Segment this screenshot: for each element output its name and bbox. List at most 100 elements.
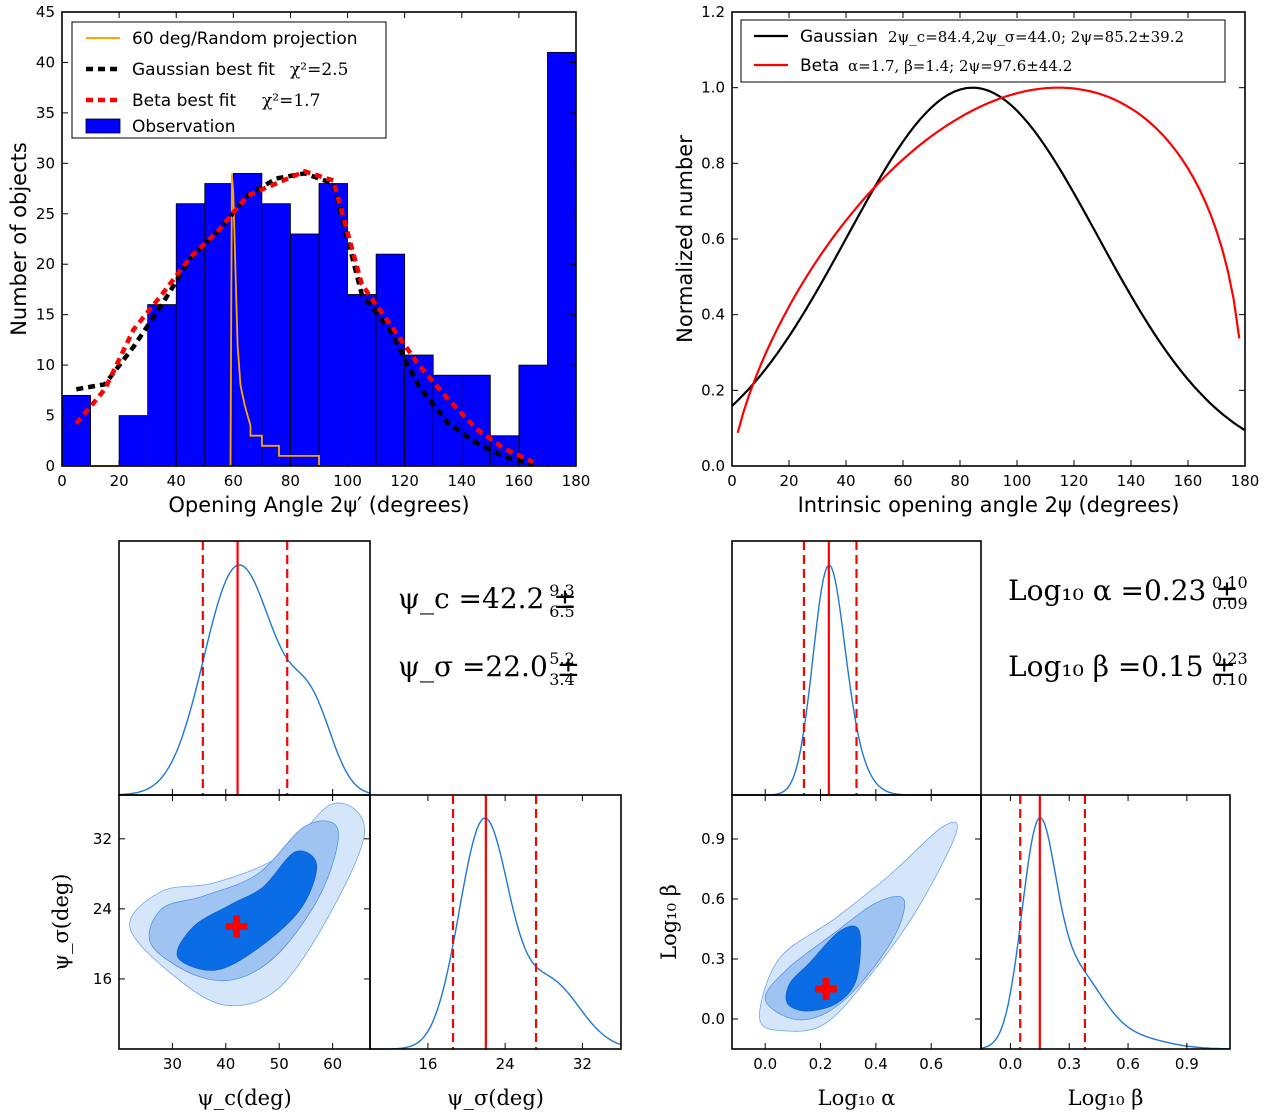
histogram-bar <box>147 304 177 467</box>
log-beta-marginal-frame <box>980 794 1231 1050</box>
beta-2d-y-tick-label: 0.0 <box>701 1010 725 1028</box>
beta-2d-x-tick-label: 0.6 <box>919 1055 943 1073</box>
histogram-y-tick-label: 25 <box>36 205 55 223</box>
psi-sigma-marginal <box>370 817 622 1050</box>
histogram-x-tick-label: 140 <box>447 472 476 490</box>
histogram-x-tick-label: 0 <box>57 472 67 490</box>
intrinsic-x-tick-label: 40 <box>836 472 855 490</box>
log-alpha-result-lower: 0.09 <box>1212 594 1248 613</box>
histogram-bar <box>118 415 149 467</box>
psi-sigma-x-tick-label: 32 <box>573 1055 592 1073</box>
intrinsic-y-tick-label: 0.0 <box>701 457 725 475</box>
intrinsic-x-tick-label: 60 <box>893 472 912 490</box>
histogram-legend <box>71 21 387 139</box>
legend-math: 2ψ_c=84.4,2ψ_σ=44.0; 2ψ=85.2±39.2 <box>888 28 1184 46</box>
gauss-2d-xlabel: ψ_c(deg) <box>197 1086 291 1110</box>
legend-chi2: χ²=2.5 <box>290 60 348 80</box>
histogram-y-tick-label: 5 <box>45 407 55 425</box>
intrinsic-xlabel: Intrinsic opening angle 2ψ (degrees) <box>798 493 1180 517</box>
histogram-bar <box>204 183 234 467</box>
histogram-x-tick-label: 180 <box>562 472 591 490</box>
gauss-2d-x-tick-label: 60 <box>323 1055 342 1073</box>
histogram-x-tick-label: 40 <box>167 472 186 490</box>
beta-2d-x-tick-label: 0.2 <box>809 1055 833 1073</box>
legend-label: Observation <box>132 117 236 137</box>
intrinsic-y-tick-label: 1.0 <box>701 79 725 97</box>
legend-label: Gaussian best fit <box>132 60 275 80</box>
histogram-frame <box>61 11 577 467</box>
intrinsic-x-tick-label: 100 <box>1003 472 1032 490</box>
beta-2d-ylabel: Log₁₀ β <box>657 884 681 960</box>
intrinsic-x-tick-label: 20 <box>779 472 798 490</box>
psi-c-result: ψ_c =42.2 ± <box>398 582 577 615</box>
contour-inner <box>785 925 861 1012</box>
intrinsic-x-tick-label: 180 <box>1231 472 1260 490</box>
gauss-2d-x-tick-label: 30 <box>163 1055 182 1073</box>
histogram-y-tick-label: 40 <box>36 53 55 71</box>
beta-fit-line <box>74 169 535 465</box>
histogram-bar <box>61 394 91 467</box>
intrinsic-x-tick-label: 160 <box>1174 472 1203 490</box>
beta-2d-x-tick-label: 0.0 <box>753 1055 777 1073</box>
legend-label: Beta <box>800 56 839 76</box>
log-beta-x-tick-label: 0.3 <box>1057 1055 1081 1073</box>
psi-sigma-marginal-frame <box>369 794 622 1050</box>
log-beta-result-lower: 0.10 <box>1212 670 1248 689</box>
histogram-bar <box>290 233 320 467</box>
histogram-y-tick-label: 45 <box>36 3 55 21</box>
gaussian-curve <box>731 86 1246 432</box>
contour-inner <box>176 850 318 971</box>
histogram-bar <box>404 354 434 467</box>
histogram-y-tick-label: 35 <box>36 104 55 122</box>
log-alpha-result-upper: 0.10 <box>1212 573 1248 592</box>
intrinsic-y-tick-label: 0.8 <box>701 154 725 172</box>
intrinsic-x-tick-label: 80 <box>950 472 969 490</box>
psi-c-result-upper: 9.3 <box>549 581 574 600</box>
log-beta-result: Log₁₀ β =0.15 ± <box>1008 650 1236 683</box>
histogram-x-tick-label: 160 <box>505 472 534 490</box>
beta-2d-xlabel: Log₁₀ α <box>818 1086 896 1110</box>
gauss-2d-ylabel: ψ_σ(deg) <box>49 873 73 970</box>
beta-2d-x-tick-label: 0.4 <box>864 1055 888 1073</box>
histogram-bar <box>518 364 548 467</box>
intrinsic-y-tick-label: 0.2 <box>701 381 725 399</box>
psi-sigma-result-upper: 5.2 <box>549 649 574 668</box>
log-beta-marginal <box>980 817 1230 1050</box>
intrinsic-y-tick-label: 0.6 <box>701 230 725 248</box>
intrinsic-x-tick-label: 120 <box>1060 472 1089 490</box>
histogram-x-tick-label: 120 <box>390 472 419 490</box>
histogram-y-tick-label: 10 <box>36 356 55 374</box>
psi-sigma-result-lower: 3.4 <box>549 670 574 689</box>
random-projection-line <box>62 173 576 467</box>
beta-curve <box>736 86 1241 434</box>
beta-2d-y-tick-label: 0.9 <box>701 830 725 848</box>
psi-c-marginal <box>118 564 371 796</box>
gauss-2d-x-tick-label: 50 <box>270 1055 289 1073</box>
gauss-2d-y-tick-label: 32 <box>93 830 112 848</box>
psi-c-result-lower: 6.5 <box>549 602 574 621</box>
psi-sigma-result: ψ_σ =22.0 ± <box>398 650 580 683</box>
gauss-2d-y-tick-label: 16 <box>93 970 112 988</box>
best-fit-marker <box>822 978 830 1000</box>
histogram-bar <box>375 253 406 467</box>
histogram-xlabel: Opening Angle 2ψ′ (degrees) <box>168 493 469 517</box>
intrinsic-x-tick-label: 0 <box>727 472 737 490</box>
intrinsic-y-tick-label: 1.2 <box>701 3 725 21</box>
legend-chi2: χ²=1.7 <box>262 91 320 111</box>
histogram-bar <box>261 203 291 467</box>
log-beta-x-tick-label: 0.9 <box>1175 1055 1199 1073</box>
intrinsic-ylabel: Normalized number <box>673 135 697 343</box>
histogram-bar <box>547 51 577 467</box>
beta-2d-y-tick-label: 0.6 <box>701 890 725 908</box>
psi-sigma-x-tick-label: 16 <box>418 1055 437 1073</box>
histogram-bar <box>318 183 348 467</box>
legend-math: α=1.7, β=1.4; 2ψ=97.6±44.2 <box>848 57 1072 75</box>
beta-2d-y-tick-label: 0.3 <box>701 950 725 968</box>
log-beta-x-tick-label: 0.0 <box>998 1055 1022 1073</box>
legend-patch-swatch <box>85 118 121 134</box>
legend-label: Gaussian <box>800 27 878 47</box>
histogram-y-tick-label: 15 <box>36 306 55 324</box>
log-beta-xlabel: Log₁₀ β <box>1068 1086 1144 1110</box>
histogram-x-tick-label: 60 <box>224 472 243 490</box>
